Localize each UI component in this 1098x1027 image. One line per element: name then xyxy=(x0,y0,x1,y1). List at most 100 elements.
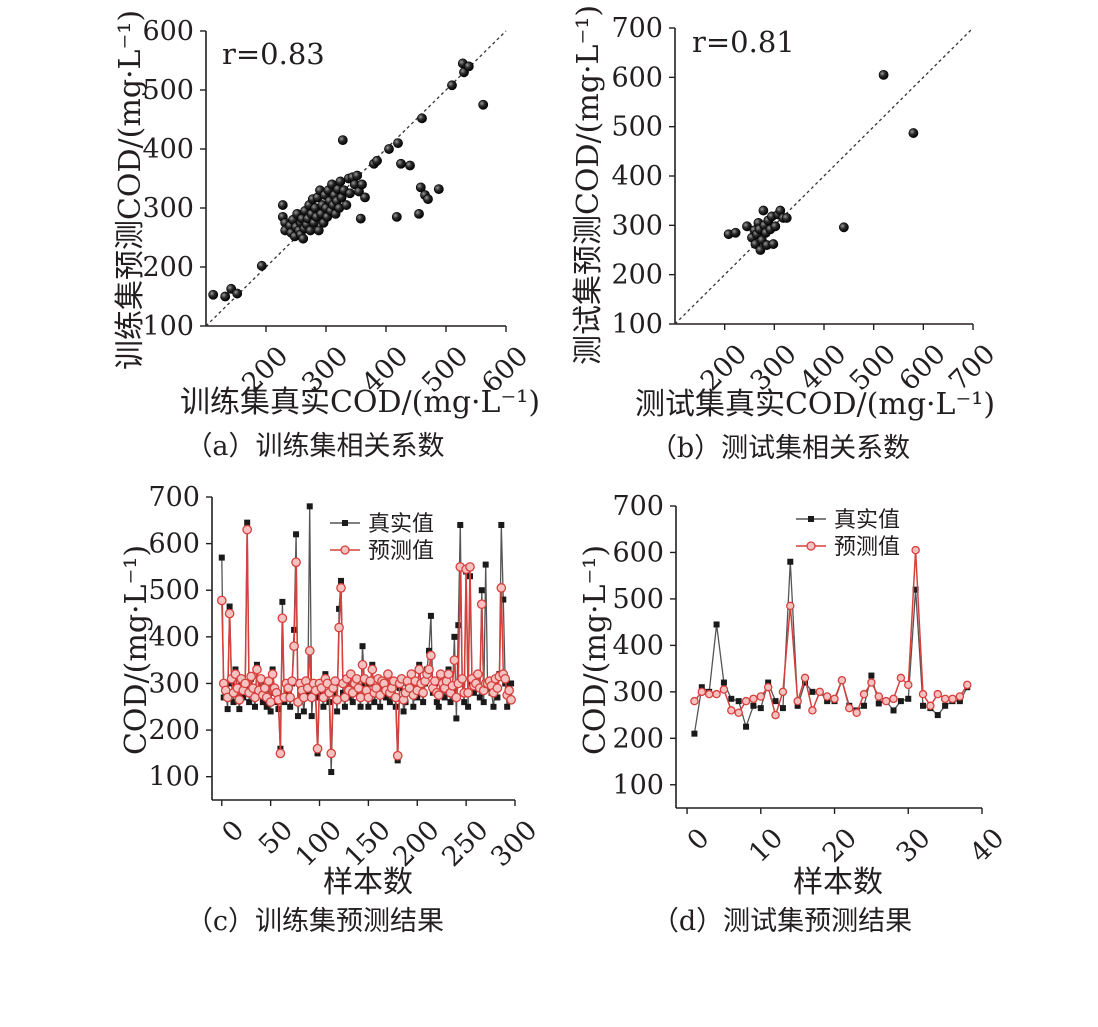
panel-c-true-marker xyxy=(320,703,327,710)
panel-c-true-marker xyxy=(455,622,462,629)
panel-c-pred-marker xyxy=(435,669,446,679)
legend-pred-label: 预测值 xyxy=(834,535,900,560)
panel-d-pred-marker xyxy=(712,689,721,699)
panel-a-point xyxy=(313,225,324,236)
panel-c-true-marker xyxy=(218,554,225,561)
panel-c-pred-marker xyxy=(287,676,297,686)
panel-a-point xyxy=(220,291,231,302)
panel-d-pred-marker xyxy=(830,694,839,704)
panel-d-pred-marker xyxy=(911,545,920,555)
panel-c-true-marker xyxy=(461,699,468,706)
panel-b-point xyxy=(908,128,919,138)
legend-true-label: 真实值 xyxy=(368,512,434,537)
panel-c-pred-marker xyxy=(291,557,301,568)
panel-a-y-tick-label: 400 xyxy=(142,134,194,165)
panel-a-point xyxy=(384,144,394,154)
panel-a-point xyxy=(298,233,309,244)
panel-c-pred-marker xyxy=(390,692,401,703)
panel-c-true-marker xyxy=(336,605,343,612)
panel-d-pred-marker xyxy=(837,675,847,685)
panel-d-pred-marker xyxy=(926,701,935,711)
panel-d-true-marker xyxy=(824,698,831,705)
panel-b-reference-line xyxy=(674,27,974,325)
panel-d-y-tick-label: 200 xyxy=(612,723,664,754)
panel-d-pred-marker xyxy=(727,706,736,715)
panel-c-y-tick-label: 400 xyxy=(148,622,200,653)
panel-c-pred-marker xyxy=(275,748,286,759)
panel-c-true-marker xyxy=(279,598,286,605)
panel-b-caption: （b）测试集相关系数 xyxy=(650,433,910,464)
panel-c-pred-marker xyxy=(353,683,364,693)
panel-b-point xyxy=(758,205,769,216)
panel-a-point xyxy=(417,113,427,124)
panel-d-x-tick-label: 40 xyxy=(964,823,1010,869)
panel-d-y-tick-label: 400 xyxy=(612,630,664,661)
panel-d-true-marker xyxy=(942,702,949,709)
panel-d-pred-marker xyxy=(756,692,766,701)
panel-c-pred-marker xyxy=(367,664,378,675)
panel-c-x-tick-label: 250 xyxy=(436,815,494,873)
panel-d-pred-marker xyxy=(904,680,913,690)
panel-a-point xyxy=(372,155,382,166)
panel-d-true-marker xyxy=(787,558,794,565)
panel-c-pred-marker xyxy=(433,690,444,700)
panel-d-pred-marker xyxy=(896,673,906,683)
panel-d-true-line xyxy=(693,561,968,734)
panel-d-true-marker xyxy=(861,702,868,709)
panel-d-pred-line xyxy=(693,550,968,718)
panel-a-y-tick-label: 200 xyxy=(142,252,194,283)
panel-c-true-marker xyxy=(420,699,427,706)
panel-c-true-marker xyxy=(263,703,270,710)
panel-a-point xyxy=(341,200,352,210)
panel-c-pred-marker xyxy=(304,645,315,656)
panel-c-y-tick-label: 700 xyxy=(148,482,200,513)
panel-c-true-marker xyxy=(410,703,417,710)
panel-c-true-marker xyxy=(365,703,372,710)
panel-c-true-marker xyxy=(498,521,505,528)
panel-c-y-tick-label: 500 xyxy=(148,575,200,606)
panel-d-pred-marker xyxy=(741,696,751,706)
panel-d-true-marker xyxy=(890,707,897,714)
panel-c-true-marker xyxy=(427,612,434,619)
panel-d-y-tick-label: 300 xyxy=(612,677,664,708)
panel-c-pred-marker xyxy=(299,692,309,703)
panel-b-point xyxy=(770,221,781,232)
panel-c-true-marker xyxy=(259,699,266,706)
panel-d-pred-marker xyxy=(859,689,869,699)
panel-d-pred-marker xyxy=(771,710,780,720)
panel-d-pred-marker xyxy=(948,694,957,704)
panel-d-x-tick-label: 30 xyxy=(891,823,937,869)
panel-c-true-marker xyxy=(349,699,356,706)
panel-d-pred-marker xyxy=(933,689,943,699)
panel-c-true-marker xyxy=(244,519,251,526)
panel-b-y-tick-label: 100 xyxy=(611,309,663,340)
legend-true-label: 真实值 xyxy=(834,508,900,533)
panel-c-pred-marker xyxy=(216,595,227,606)
panel-c-true-marker xyxy=(293,531,300,538)
panel-d-y-axis-label: COD/(mg·L⁻¹) xyxy=(578,545,613,755)
panel-c-pred-marker xyxy=(492,683,503,693)
panel-c-pred-marker xyxy=(351,673,362,684)
panel-c-true-marker xyxy=(478,587,485,594)
panel-c-pred-marker xyxy=(414,664,425,675)
panel-d-true-marker xyxy=(794,702,801,709)
panel-d-true-marker xyxy=(728,695,735,702)
panel-c-pred-marker xyxy=(289,641,299,652)
panel-d-true-marker xyxy=(934,712,941,719)
panel-d-true-marker xyxy=(905,695,912,702)
panel-d-pred-marker xyxy=(763,682,773,692)
panel-a-point xyxy=(447,80,457,91)
panel-a-point xyxy=(360,192,370,203)
panel-c-true-marker xyxy=(386,699,393,706)
panel-c-pred-marker xyxy=(252,664,262,675)
panel-b-scatter-points xyxy=(674,27,974,325)
panel-c-pred-marker xyxy=(496,583,507,593)
panel-d-true-marker xyxy=(920,702,927,709)
panel-d-pred-marker xyxy=(749,694,758,704)
panel-d-pred-marker xyxy=(918,689,928,699)
panel-a-y-axis-label: 训练集预测COD/(mg·L⁻¹) xyxy=(113,10,148,370)
panel-c-pred-marker xyxy=(424,664,434,675)
panel-c-pred-marker xyxy=(326,748,337,759)
panel-c-true-marker xyxy=(287,703,294,710)
